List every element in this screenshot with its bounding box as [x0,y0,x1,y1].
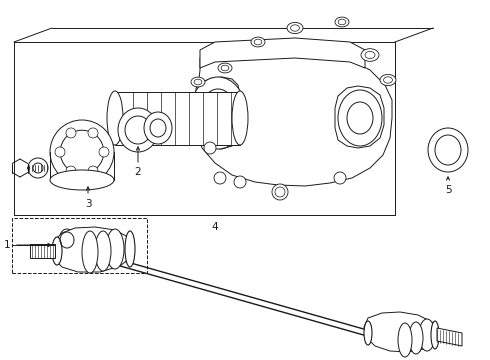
Ellipse shape [204,142,216,154]
Ellipse shape [33,163,43,173]
Ellipse shape [125,231,135,267]
Text: 1: 1 [4,240,10,250]
Polygon shape [115,92,240,145]
Polygon shape [437,328,462,346]
Text: 4: 4 [212,222,219,232]
Ellipse shape [52,237,62,265]
Ellipse shape [150,119,166,137]
Ellipse shape [82,231,98,273]
Ellipse shape [107,91,123,145]
Ellipse shape [384,77,392,83]
Text: 2: 2 [135,167,141,177]
Ellipse shape [287,22,303,33]
Bar [12,218,147,273]
Ellipse shape [200,89,236,137]
Ellipse shape [365,51,375,59]
Ellipse shape [66,166,76,176]
Ellipse shape [60,130,104,174]
Ellipse shape [88,166,98,176]
Ellipse shape [234,176,246,188]
Ellipse shape [291,25,299,31]
Ellipse shape [232,91,248,145]
Ellipse shape [88,128,98,138]
Ellipse shape [190,77,246,149]
Text: 3: 3 [85,199,91,209]
Ellipse shape [28,158,48,178]
Ellipse shape [419,319,435,351]
Ellipse shape [118,108,158,152]
Ellipse shape [214,172,226,184]
Ellipse shape [218,63,232,73]
Ellipse shape [50,120,114,184]
Ellipse shape [364,321,372,345]
Ellipse shape [409,322,423,354]
Ellipse shape [95,231,111,271]
Polygon shape [196,77,240,149]
Ellipse shape [335,17,349,27]
Polygon shape [196,50,392,186]
Ellipse shape [99,147,109,157]
Ellipse shape [380,75,396,86]
Ellipse shape [221,65,229,71]
Ellipse shape [194,79,202,85]
Ellipse shape [334,172,346,184]
Ellipse shape [106,229,124,269]
Ellipse shape [191,77,205,87]
Ellipse shape [125,116,151,144]
Ellipse shape [398,323,412,357]
Ellipse shape [338,90,382,146]
Polygon shape [335,86,384,148]
Ellipse shape [347,102,373,134]
Ellipse shape [275,187,285,197]
Ellipse shape [435,135,461,165]
Ellipse shape [55,147,65,157]
Ellipse shape [254,39,262,45]
Ellipse shape [144,112,172,144]
Polygon shape [200,38,365,68]
Ellipse shape [361,49,379,61]
Ellipse shape [50,170,114,190]
Ellipse shape [431,321,439,349]
Text: 5: 5 [445,185,451,195]
Polygon shape [52,227,133,272]
Polygon shape [30,244,55,258]
Ellipse shape [251,37,265,47]
Ellipse shape [66,128,76,138]
Ellipse shape [338,19,346,25]
Ellipse shape [428,128,468,172]
Ellipse shape [272,184,288,200]
Polygon shape [364,312,437,352]
